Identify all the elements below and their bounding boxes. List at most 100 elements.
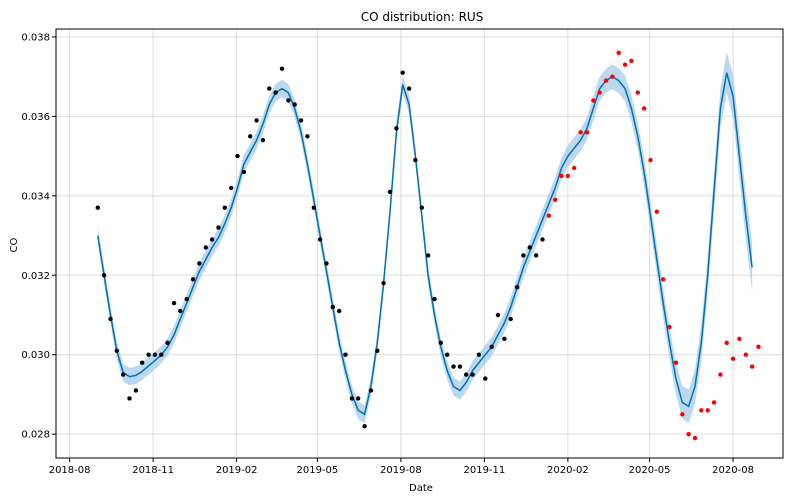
test-point [584, 130, 590, 135]
grid-layer [56, 29, 783, 458]
observed-point [121, 372, 126, 377]
x-tick-label: 2018-11 [132, 465, 174, 476]
observed-point [324, 261, 329, 266]
observed-point [248, 134, 253, 139]
observed-point [502, 336, 507, 341]
observed-point [101, 273, 107, 278]
observed-point [216, 225, 221, 230]
observed-point [413, 157, 418, 163]
uncertainty-band-layer [97, 52, 753, 424]
observed-point [457, 364, 463, 369]
test-point [699, 408, 704, 413]
observed-point [362, 424, 367, 429]
observed-point [209, 237, 215, 242]
test-point [641, 106, 647, 111]
forecast-line [97, 72, 753, 416]
x-tick-label: 2019-02 [216, 465, 258, 476]
observed-point [190, 277, 196, 282]
observed-point [356, 396, 361, 401]
observed-point [533, 253, 539, 258]
observed-point [540, 237, 545, 242]
test-point [603, 78, 609, 83]
observed-point [159, 352, 164, 357]
test-point [578, 130, 583, 135]
test-point [559, 173, 564, 179]
test-point [635, 90, 640, 95]
observed-point [178, 308, 183, 314]
observed-point [406, 86, 412, 91]
observed-point [445, 352, 450, 357]
observed-point [254, 118, 259, 123]
test-point [572, 165, 577, 171]
test-point [616, 50, 621, 55]
x-tick-label: 2020-05 [629, 465, 671, 476]
observed-point [489, 344, 494, 349]
observed-point [222, 205, 227, 210]
observed-point [343, 352, 348, 357]
y-tick-label: 0.034 [21, 191, 50, 202]
observed-point [273, 90, 278, 95]
y-axis-title: CO [9, 237, 20, 252]
observed-point [235, 153, 240, 159]
observed-point [375, 348, 380, 353]
observed-point [476, 352, 482, 357]
test-point [629, 58, 634, 63]
observed-point [171, 300, 177, 306]
observed-point [464, 372, 469, 377]
observed-point [152, 352, 158, 357]
test-point [737, 336, 742, 341]
observed-point [425, 253, 431, 258]
observed-point [317, 237, 323, 242]
observed-point [483, 376, 488, 381]
test-point [680, 412, 685, 417]
observed-point [400, 70, 405, 75]
observed-point [368, 388, 374, 393]
observed-point [184, 296, 189, 302]
x-tick-label: 2019-05 [296, 465, 338, 476]
observed-point [514, 285, 520, 290]
test-point [622, 62, 628, 67]
observed-point [279, 66, 285, 71]
observed-point [432, 296, 437, 302]
x-tick-label: 2018-08 [49, 465, 91, 476]
test-point [654, 209, 659, 214]
test-point [705, 408, 710, 413]
observed-point [197, 261, 202, 266]
observed-point [203, 245, 208, 250]
forecast-line-layer [97, 72, 753, 416]
observed-point [349, 396, 355, 401]
points-layer [95, 50, 761, 441]
test-point [673, 360, 679, 365]
observed-point [133, 388, 139, 393]
test-point [711, 400, 717, 405]
plot-frame [55, 28, 784, 459]
x-tick-label: 2020-08 [712, 465, 754, 476]
observed-point [260, 138, 266, 143]
x-tick-label: 2019-08 [380, 465, 422, 476]
observed-point [114, 348, 120, 353]
observed-point [508, 316, 513, 322]
observed-point [292, 102, 297, 107]
observed-point [495, 312, 501, 318]
observed-point [330, 304, 335, 310]
y-tick-label: 0.030 [21, 350, 50, 361]
observed-point [470, 372, 475, 377]
test-point [591, 98, 596, 103]
y-tick-label: 0.028 [21, 430, 50, 441]
observed-point [140, 360, 145, 365]
observed-point [381, 281, 386, 286]
observed-point [165, 340, 170, 345]
observed-point [527, 245, 532, 250]
observed-point [311, 205, 316, 210]
observed-point [267, 86, 272, 91]
test-point [667, 324, 672, 330]
axis-layer: 2018-08 2018-11 2019-02 2019-05 2019-08 2019-… [21, 28, 784, 476]
observed-point [229, 185, 234, 191]
observed-point [451, 364, 456, 369]
test-point [553, 197, 558, 202]
test-point [756, 344, 761, 349]
x-tick-label: 2020-02 [547, 465, 589, 476]
observed-point [394, 126, 399, 131]
test-point [724, 340, 729, 345]
